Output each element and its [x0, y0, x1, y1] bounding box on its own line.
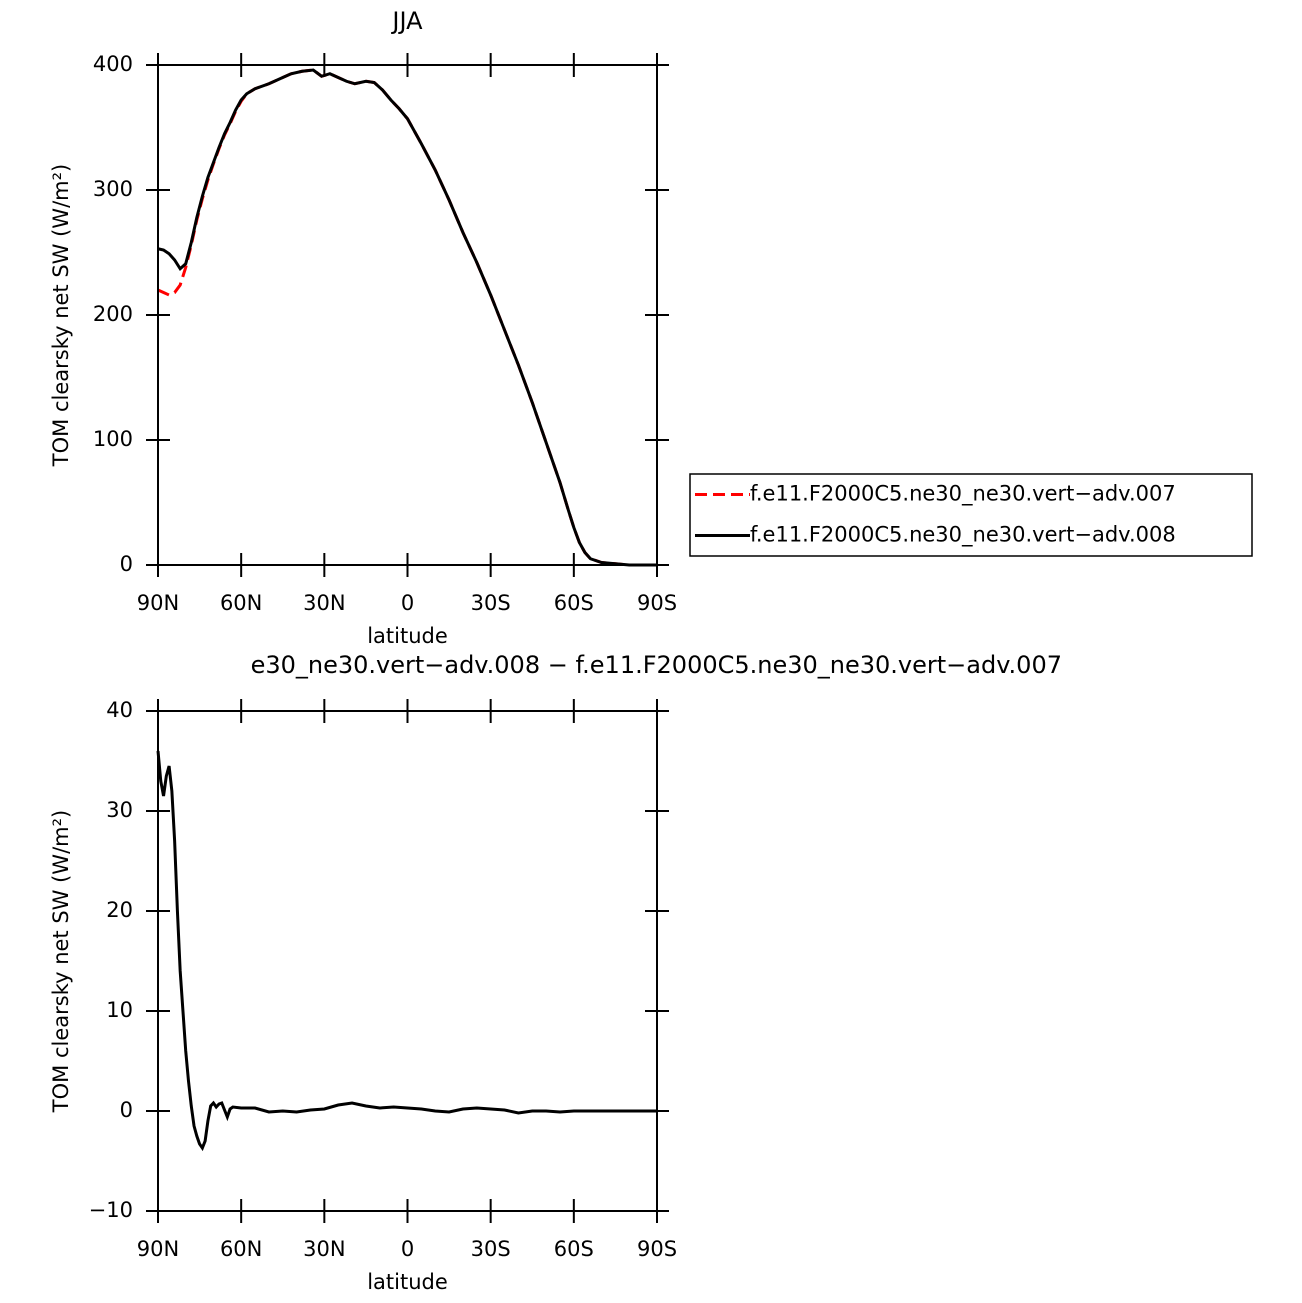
x-tick-label: 30S [471, 1237, 511, 1261]
x-tick-label: 0 [401, 591, 414, 615]
y-tick-label: 20 [106, 898, 133, 922]
legend-box [689, 473, 1253, 557]
y-axis-label: TOM clearsky net SW (W/m²) [49, 810, 73, 1113]
x-axis-label: latitude [367, 1270, 448, 1294]
y-tick-label: 40 [106, 698, 133, 722]
x-tick-label: 30N [303, 1237, 345, 1261]
y-tick-label: 400 [93, 52, 133, 76]
x-tick-label: 60S [554, 591, 594, 615]
x-tick-label: 90N [137, 1237, 179, 1261]
x-tick-label: 60N [220, 591, 262, 615]
x-tick-label: 30N [303, 591, 345, 615]
y-tick-label: 100 [93, 427, 133, 451]
x-tick-label: 90S [637, 591, 677, 615]
legend-label: f.e11.F2000C5.ne30_ne30.vert−adv.008 [750, 523, 1176, 548]
y-tick-label: 0 [120, 1098, 133, 1122]
x-tick-label: 0 [401, 1237, 414, 1261]
y-axis-label: TOM clearsky net SW (W/m²) [49, 164, 73, 467]
data-line [156, 750, 657, 1152]
x-axis-label: latitude [367, 624, 448, 648]
plot-frame [157, 710, 658, 1212]
legend-label: f.e11.F2000C5.ne30_ne30.vert−adv.007 [750, 482, 1176, 507]
y-tick-label: 30 [106, 798, 133, 822]
x-tick-label: 90N [137, 591, 179, 615]
data-line [157, 68, 657, 567]
y-tick-label: 0 [120, 552, 133, 576]
plot-frame [157, 64, 658, 566]
x-tick-label: 30S [471, 591, 511, 615]
y-tick-label: 300 [93, 177, 133, 201]
data-line [157, 68, 657, 567]
y-tick-label: 200 [93, 302, 133, 326]
x-tick-label: 60N [220, 1237, 262, 1261]
y-tick-label: −10 [89, 1198, 133, 1222]
chart-title: JJA [390, 7, 423, 35]
chart-title: e30_ne30.vert−adv.008 − f.e11.F2000C5.ne… [251, 651, 1062, 679]
x-tick-label: 60S [554, 1237, 594, 1261]
y-tick-label: 10 [106, 998, 133, 1022]
x-tick-label: 90S [637, 1237, 677, 1261]
